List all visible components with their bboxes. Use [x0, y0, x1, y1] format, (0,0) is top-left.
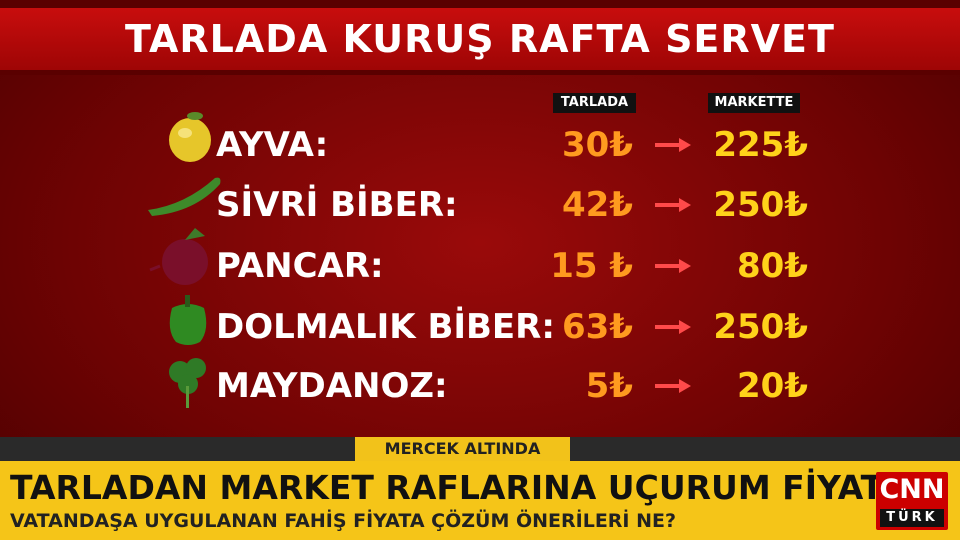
field-price: 63₺ — [562, 307, 633, 347]
field-price: 15 ₺ — [550, 246, 633, 286]
parsley-icon — [169, 358, 206, 408]
column-header: TARLADA — [553, 93, 636, 113]
logo-brand: CNN — [879, 474, 945, 505]
market-price: 250₺ — [713, 307, 808, 347]
field-price: 42₺ — [562, 185, 633, 225]
row-label: SİVRİ BİBER: — [216, 185, 458, 225]
row-label: AYVA: — [216, 125, 329, 165]
row-label: DOLMALIK BİBER: — [216, 307, 555, 347]
market-price: 80₺ — [737, 246, 808, 286]
subline: VATANDAŞA UYGULANAN FAHİŞ FİYATA ÇÖZÜM Ö… — [10, 510, 677, 532]
field-price: 5₺ — [585, 366, 633, 406]
ticker-band — [0, 461, 960, 540]
market-price: 20₺ — [737, 366, 808, 406]
logo-sub: TÜRK — [880, 509, 944, 527]
beet-icon — [149, 228, 208, 285]
headline: TARLADAN MARKET RAFLARINA UÇURUM FİYAT — [10, 468, 884, 507]
title: TARLADA KURUŞ RAFTA SERVET — [0, 8, 960, 70]
field-price: 30₺ — [562, 125, 633, 165]
row-label: PANCAR: — [216, 246, 384, 286]
row-label: MAYDANOZ: — [216, 366, 448, 406]
pepper-icon — [148, 177, 221, 216]
market-price: 225₺ — [713, 125, 808, 165]
market-price: 250₺ — [713, 185, 808, 225]
quince-icon — [169, 112, 211, 162]
column-header: MARKETTE — [708, 93, 800, 113]
arrows — [655, 138, 691, 393]
ticker-tag: MERCEK ALTINDA — [355, 437, 570, 461]
bell-pepper-icon — [169, 295, 207, 345]
